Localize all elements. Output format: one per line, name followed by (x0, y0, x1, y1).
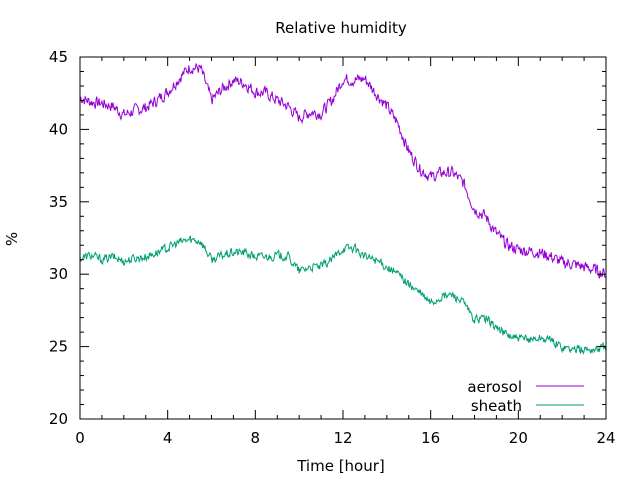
y-axis-label: % (3, 232, 21, 246)
x-axis-label: Time [hour] (296, 457, 385, 475)
x-tick-label: 20 (509, 429, 528, 447)
series-layer (79, 63, 607, 356)
y-tick-label: 45 (49, 48, 68, 66)
y-tick-label: 35 (49, 193, 68, 211)
series-line-sheath (79, 234, 607, 356)
tick-labels: 20 25 30 35 40 45 0 4 8 12 16 20 24 (49, 48, 616, 447)
chart-title: Relative humidity (275, 19, 407, 37)
y-tick-label: 20 (49, 410, 68, 428)
x-tick-label: 8 (251, 429, 261, 447)
ticks-layer (79, 56, 607, 420)
x-tick-label: 4 (163, 429, 173, 447)
plot-frame (79, 56, 607, 420)
x-tick-label: 24 (596, 429, 615, 447)
series-line-aerosol (79, 63, 607, 279)
x-tick-label: 0 (75, 429, 85, 447)
y-tick-label: 40 (49, 120, 68, 138)
x-tick-label: 16 (421, 429, 440, 447)
legend-label-aerosol: aerosol (467, 378, 522, 396)
y-tick-label: 30 (49, 265, 68, 283)
y-tick-label: 25 (49, 338, 68, 356)
legend-label-sheath: sheath (471, 397, 522, 415)
x-tick-label: 12 (333, 429, 352, 447)
legend: aerosol sheath (467, 378, 584, 415)
